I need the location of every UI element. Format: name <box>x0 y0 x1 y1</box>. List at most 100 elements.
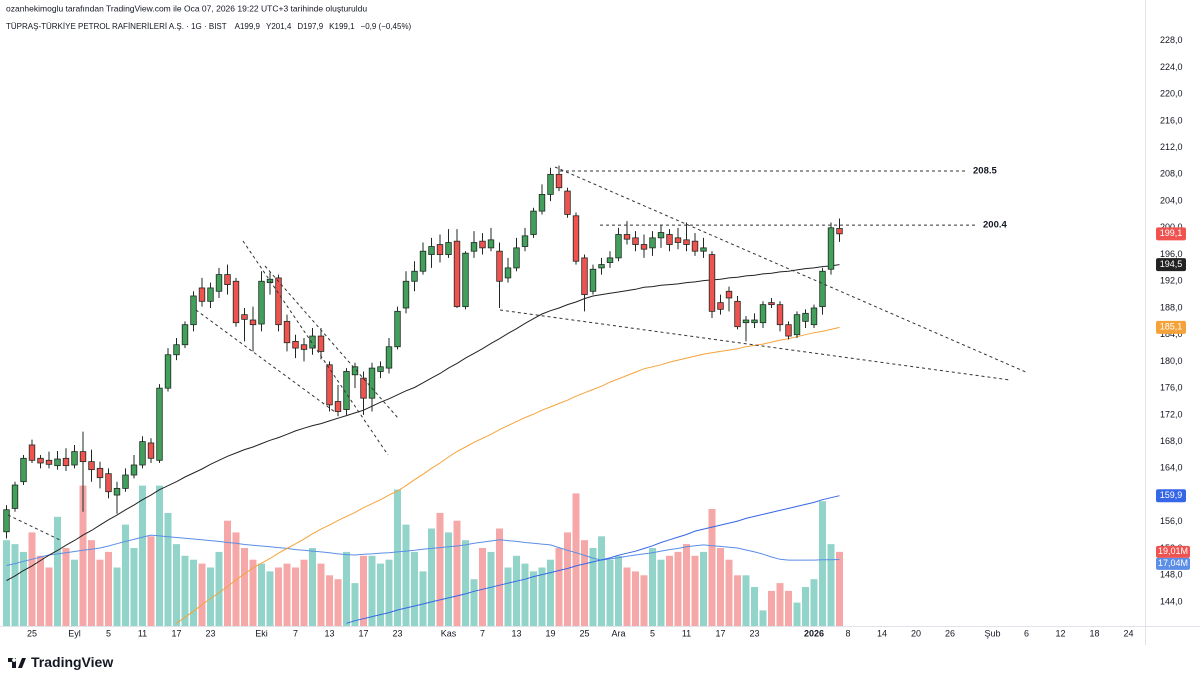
price-label-text: 199,1 <box>1160 228 1183 238</box>
x-tick-label: 20 <box>911 628 921 638</box>
x-tick-label: 13 <box>324 628 334 638</box>
volume-bar <box>700 551 707 626</box>
x-tick-label: Eyl <box>68 628 81 638</box>
candle-body <box>445 242 452 255</box>
candle-body <box>657 232 665 239</box>
volume-bar <box>504 567 512 626</box>
x-tick-label: 7 <box>480 628 485 638</box>
candle-body <box>334 401 342 412</box>
volume-bar <box>572 493 580 626</box>
volume-bar <box>62 548 70 626</box>
y-tick-label: 156,0 <box>1160 516 1183 526</box>
volume-bar <box>759 610 767 626</box>
candle-body <box>487 239 495 249</box>
volume-bar <box>334 579 342 626</box>
volume-bar <box>836 551 843 626</box>
volume-bar <box>428 528 435 626</box>
candle-body <box>640 244 648 250</box>
candle-body <box>521 235 529 247</box>
volume-bar <box>470 579 478 626</box>
ohlc-legend: A199,9 Y201,4 D197,9 K199,1 −0,9 (−0,45%) <box>235 22 412 31</box>
volume-bar <box>776 583 784 626</box>
candle-body <box>147 442 155 459</box>
candle-body <box>122 474 129 489</box>
candle-body <box>360 377 367 399</box>
candle-body <box>207 287 214 302</box>
candle-body <box>326 364 333 406</box>
volume-bar <box>827 544 835 626</box>
candle-body <box>666 234 673 245</box>
price-label-text: 159,9 <box>1160 490 1183 500</box>
candle-body <box>615 234 622 259</box>
volume-bar <box>530 571 537 626</box>
x-tick-label: 25 <box>579 628 589 638</box>
candle-body <box>623 234 631 240</box>
price-label-box <box>1156 489 1186 503</box>
candle-body <box>300 344 308 350</box>
volume-bar <box>164 512 172 626</box>
x-tick-label: 7 <box>293 628 298 638</box>
volume-bar <box>411 551 418 626</box>
candle-body <box>173 344 180 356</box>
volume-bar <box>292 567 299 626</box>
volume-bar <box>105 551 112 626</box>
candle-body <box>164 354 172 389</box>
volume-bar <box>513 555 520 626</box>
candle-body <box>836 228 843 235</box>
legend-value: A199,9 <box>235 22 261 31</box>
volume-bar <box>3 540 10 626</box>
y-tick-label: 212,0 <box>1160 142 1183 152</box>
volume-bar <box>691 555 699 626</box>
x-tick-label: Şub <box>984 628 1000 638</box>
candle-body <box>411 270 418 282</box>
volume-bar <box>173 544 180 626</box>
candle-body <box>190 295 197 326</box>
y-tick-label: 220,0 <box>1160 89 1183 99</box>
volume-bar <box>521 563 529 626</box>
candle-body <box>479 240 486 249</box>
volume-bar <box>606 559 614 626</box>
candle-body <box>215 274 223 292</box>
volume-bar <box>258 563 265 626</box>
price-label-text: 194,5 <box>1160 259 1183 269</box>
logo-icon <box>8 658 26 668</box>
candle-body <box>62 457 70 467</box>
x-tick-label: 23 <box>392 628 402 638</box>
candle-body <box>3 509 10 533</box>
candle-body <box>71 451 78 466</box>
volume-bar <box>674 551 682 626</box>
candle-body <box>547 173 554 195</box>
candle-body <box>181 324 189 346</box>
volume-bar <box>479 548 486 626</box>
y-tick-label: 188,0 <box>1160 302 1183 312</box>
volume-bar <box>666 555 673 626</box>
y-tick-label: 164,0 <box>1160 463 1183 473</box>
x-tick-label: 26 <box>945 628 955 638</box>
candle-body <box>224 274 231 286</box>
candle-body <box>317 335 325 352</box>
x-tick-label: 11 <box>682 628 691 638</box>
volume-bar <box>555 548 563 626</box>
volume-bar <box>496 528 503 626</box>
y-tick-label: 148,0 <box>1160 570 1183 580</box>
volume-label-box <box>1156 545 1190 558</box>
candle-body <box>734 300 741 328</box>
volume-bar <box>538 567 546 626</box>
volume-bar <box>368 555 376 626</box>
x-tick-label: 5 <box>106 628 111 638</box>
x-tick-label: 17 <box>715 628 725 638</box>
candle-body <box>768 302 775 306</box>
volume-bar <box>343 551 350 626</box>
candle-body <box>513 247 520 269</box>
legend-value: −0,9 (−0,45%) <box>361 22 412 31</box>
volume-bar <box>419 571 427 626</box>
price-label-box <box>1156 258 1186 272</box>
candle-body <box>139 441 146 466</box>
volume-bar <box>623 567 631 626</box>
volume-bar <box>462 540 469 626</box>
candle-body <box>606 257 614 263</box>
candle-body <box>20 457 27 483</box>
candle-body <box>538 194 546 212</box>
candle-body <box>28 444 36 461</box>
